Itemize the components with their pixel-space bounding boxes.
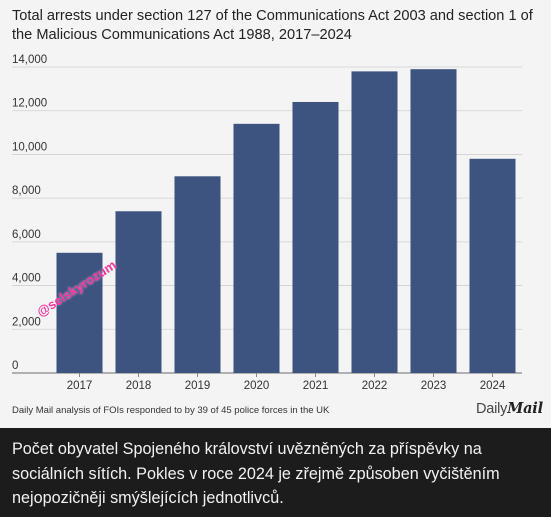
x-axis-ticks: 2017 2018 2019 2020 2021 2022 2023 2024 [67,373,506,392]
x-tick-label: 2019 [185,380,211,392]
bar-chart: 02,0004,0006,0008,00010,00012,00014,000 … [12,54,522,392]
x-tick-label: 2024 [480,380,506,392]
publisher-logo-part2: Mail [507,400,543,417]
publisher-logo: DailyMail [476,400,543,417]
x-tick-label: 2021 [303,380,329,392]
bars-layer [56,69,516,373]
x-tick-label: 2018 [126,380,152,392]
y-tick-label: 12,000 [12,98,47,110]
y-tick-label: 6,000 [12,229,41,241]
x-tick-label: 2023 [421,380,447,392]
y-tick-label: 4,000 [12,273,41,285]
y-tick-label: 8,000 [12,185,41,197]
y-tick-label: 0 [12,360,18,372]
chart-title: Total arrests under section 127 of the C… [12,8,533,43]
x-tick-label: 2020 [244,380,270,392]
bar-2021 [292,101,339,373]
bar-2024 [469,158,516,373]
bar-2018 [115,211,162,373]
post-caption: Počet obyvatel Spojeného království uvěz… [12,440,500,507]
bar-2020 [233,123,280,373]
source-note: Daily Mail analysis of FOIs responded to… [12,405,330,416]
y-tick-label: 14,000 [12,54,47,66]
bar-2019 [174,176,221,373]
bar-2022 [351,71,398,373]
x-tick-label: 2022 [362,380,388,392]
y-tick-label: 10,000 [12,141,47,153]
y-tick-label: 2,000 [12,316,41,328]
y-axis-ticks: 0 2,000 4,000 6,000 8,000 10,000 12,000 14,000 [12,54,47,372]
x-tick-label: 2017 [67,380,93,392]
bar-2023 [410,69,457,373]
bar-2017 [56,252,103,373]
publisher-logo-part1: Daily [476,401,508,417]
chart-card: 0 2,000 4,000 6,000 8,000 10,000 12,000 14,000 … [0,0,551,428]
